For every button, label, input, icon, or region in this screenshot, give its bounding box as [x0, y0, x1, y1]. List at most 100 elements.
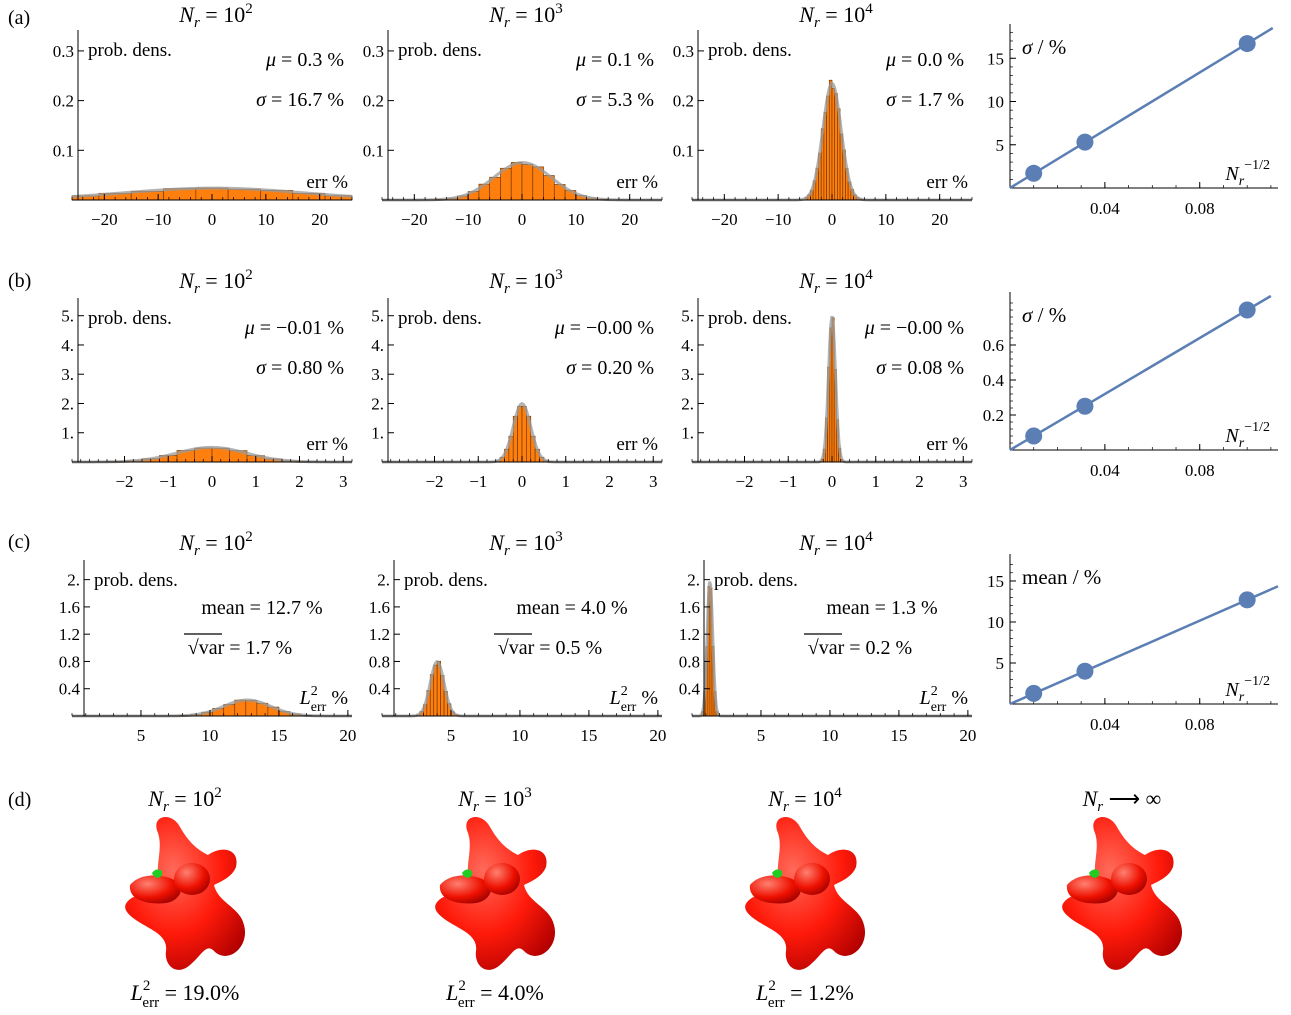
shape-bulge — [1111, 863, 1147, 895]
x-tick-label: 20 — [649, 726, 666, 745]
stat-sqrt-var: √var = 1.7 % — [188, 637, 292, 659]
column-title: Nr = 103 — [488, 1, 562, 31]
y-tick-label: 1. — [61, 424, 74, 443]
x-tick-label: 1 — [872, 472, 881, 491]
histogram-bar — [834, 93, 838, 201]
x-tick-label: 15 — [580, 726, 597, 745]
x-tick-label: −2 — [115, 472, 133, 491]
panel-label-a: (a) — [8, 7, 30, 29]
y-tick-label: 0.1 — [363, 141, 384, 160]
y-tick-label: 1.6 — [59, 598, 80, 617]
stat-mu: μ = −0.00 % — [554, 317, 654, 339]
x-axis-label: err % — [926, 172, 968, 193]
data-point — [1238, 35, 1256, 53]
x-tick-label: 20 — [339, 726, 356, 745]
stat-sigma: σ = 0.08 % — [876, 357, 964, 379]
shape-lobe — [129, 875, 181, 904]
y-axis-label: mean / % — [1022, 565, 1101, 589]
data-point — [1076, 662, 1094, 680]
x-axis-label: L2 err % — [919, 684, 968, 715]
column-title: Nr = 104 — [798, 267, 873, 297]
y-axis-label: σ / % — [1022, 303, 1066, 327]
shape-lobe — [749, 875, 801, 904]
panel-label-d: (d) — [8, 789, 31, 811]
x-tick-label: −2 — [425, 472, 443, 491]
x-tick-label: 10 — [567, 210, 584, 229]
stat-mu: μ = −0.00 % — [864, 317, 964, 339]
shape-bulge — [484, 863, 520, 895]
shape-bulge — [794, 863, 830, 895]
y-tick-label: 0.2 — [53, 92, 74, 111]
x-tick-label: 0.04 — [1090, 199, 1120, 218]
green-spot — [772, 869, 783, 878]
y-tick-label: 4. — [61, 336, 74, 355]
y-tick-label: 0.8 — [679, 652, 700, 671]
histogram-c1: 5 10 15 20 0.4 0.8 1.2 1.6 2. prob. dens. mean = 1… — [59, 560, 356, 745]
x-tick-label: 0.04 — [1090, 461, 1120, 480]
green-spot — [462, 869, 473, 878]
fit-line — [1009, 294, 1272, 452]
y-tick-label: 15 — [987, 572, 1004, 591]
y-tick-label: 5 — [996, 654, 1005, 673]
x-tick-label: 2 — [295, 472, 304, 491]
column-title: Nr = 103 — [488, 267, 562, 297]
red-3d-shape — [435, 816, 556, 970]
column-title: Nr = 102 — [178, 267, 252, 297]
x-tick-label: 2 — [915, 472, 924, 491]
x-tick-label: −1 — [469, 472, 487, 491]
shape-column: Nr = 102 L2 err = 19.0% — [125, 785, 246, 1011]
y-tick-label: 0.1 — [53, 141, 74, 160]
shape-error-label: L2 err = 1.2% — [755, 978, 854, 1011]
row-a-titles: Nr = 102 Nr = 103 Nr = 104 — [178, 1, 873, 31]
y-tick-label: 3. — [61, 365, 74, 384]
x-tick-label: 3 — [339, 472, 348, 491]
stat-mu: μ = 0.3 % — [265, 49, 344, 71]
y-tick-label: 5. — [681, 307, 694, 326]
x-tick-label: 10 — [877, 210, 894, 229]
shape-title: Nr = 104 — [767, 785, 842, 815]
y-axis-label: prob. dens. — [708, 40, 792, 61]
shape-column: Nr = 104 L2 err = 1.2% — [745, 785, 866, 1011]
x-tick-label: −2 — [735, 472, 753, 491]
y-tick-label: 0.8 — [59, 652, 80, 671]
panel-label-b: (b) — [8, 270, 31, 292]
data-point — [1238, 591, 1256, 609]
red-3d-shape — [1062, 816, 1183, 970]
red-3d-shape — [745, 816, 866, 970]
histogram-bar — [500, 167, 512, 201]
histogram-bar — [826, 95, 830, 201]
x-tick-label: 15 — [890, 726, 907, 745]
x-tick-label: 0 — [208, 210, 217, 229]
stat-sqrt-var: √var = 0.2 % — [808, 637, 912, 659]
stat-mean: mean = 1.3 % — [826, 597, 937, 619]
y-tick-label: 10 — [987, 93, 1004, 112]
x-tick-label: 5 — [137, 726, 146, 745]
y-tick-label: 15 — [987, 49, 1004, 68]
y-axis-label: σ / % — [1022, 35, 1066, 59]
x-axis-label: err % — [306, 434, 348, 455]
y-tick-label: 5 — [996, 136, 1005, 155]
x-axis-label: err % — [616, 434, 658, 455]
shape-title: Nr = 103 — [457, 785, 531, 815]
x-tick-label: 15 — [270, 726, 287, 745]
stat-mean: mean = 4.0 % — [516, 597, 627, 619]
y-tick-label: 0.4 — [679, 680, 701, 699]
histogram-bar — [517, 405, 523, 463]
x-tick-label: 0 — [518, 210, 527, 229]
y-axis-label: prob. dens. — [88, 40, 172, 61]
y-tick-label: 2. — [377, 571, 390, 590]
x-tick-label: −10 — [765, 210, 792, 229]
shape-error-label: L2 err = 19.0% — [130, 978, 240, 1011]
y-tick-label: 2. — [371, 394, 384, 413]
x-tick-label: 10 — [201, 726, 218, 745]
x-tick-label: 3 — [649, 472, 658, 491]
row-c-titles: Nr = 102 Nr = 103 Nr = 104 — [178, 529, 873, 559]
y-axis-label: prob. dens. — [94, 570, 178, 591]
x-axis-label: err % — [616, 172, 658, 193]
stat-mu: μ = 0.1 % — [575, 49, 654, 71]
data-point — [1025, 684, 1043, 702]
gaussian-fit-curve — [71, 186, 353, 199]
stat-mean: mean = 12.7 % — [201, 597, 322, 619]
x-tick-label: 20 — [959, 726, 976, 745]
